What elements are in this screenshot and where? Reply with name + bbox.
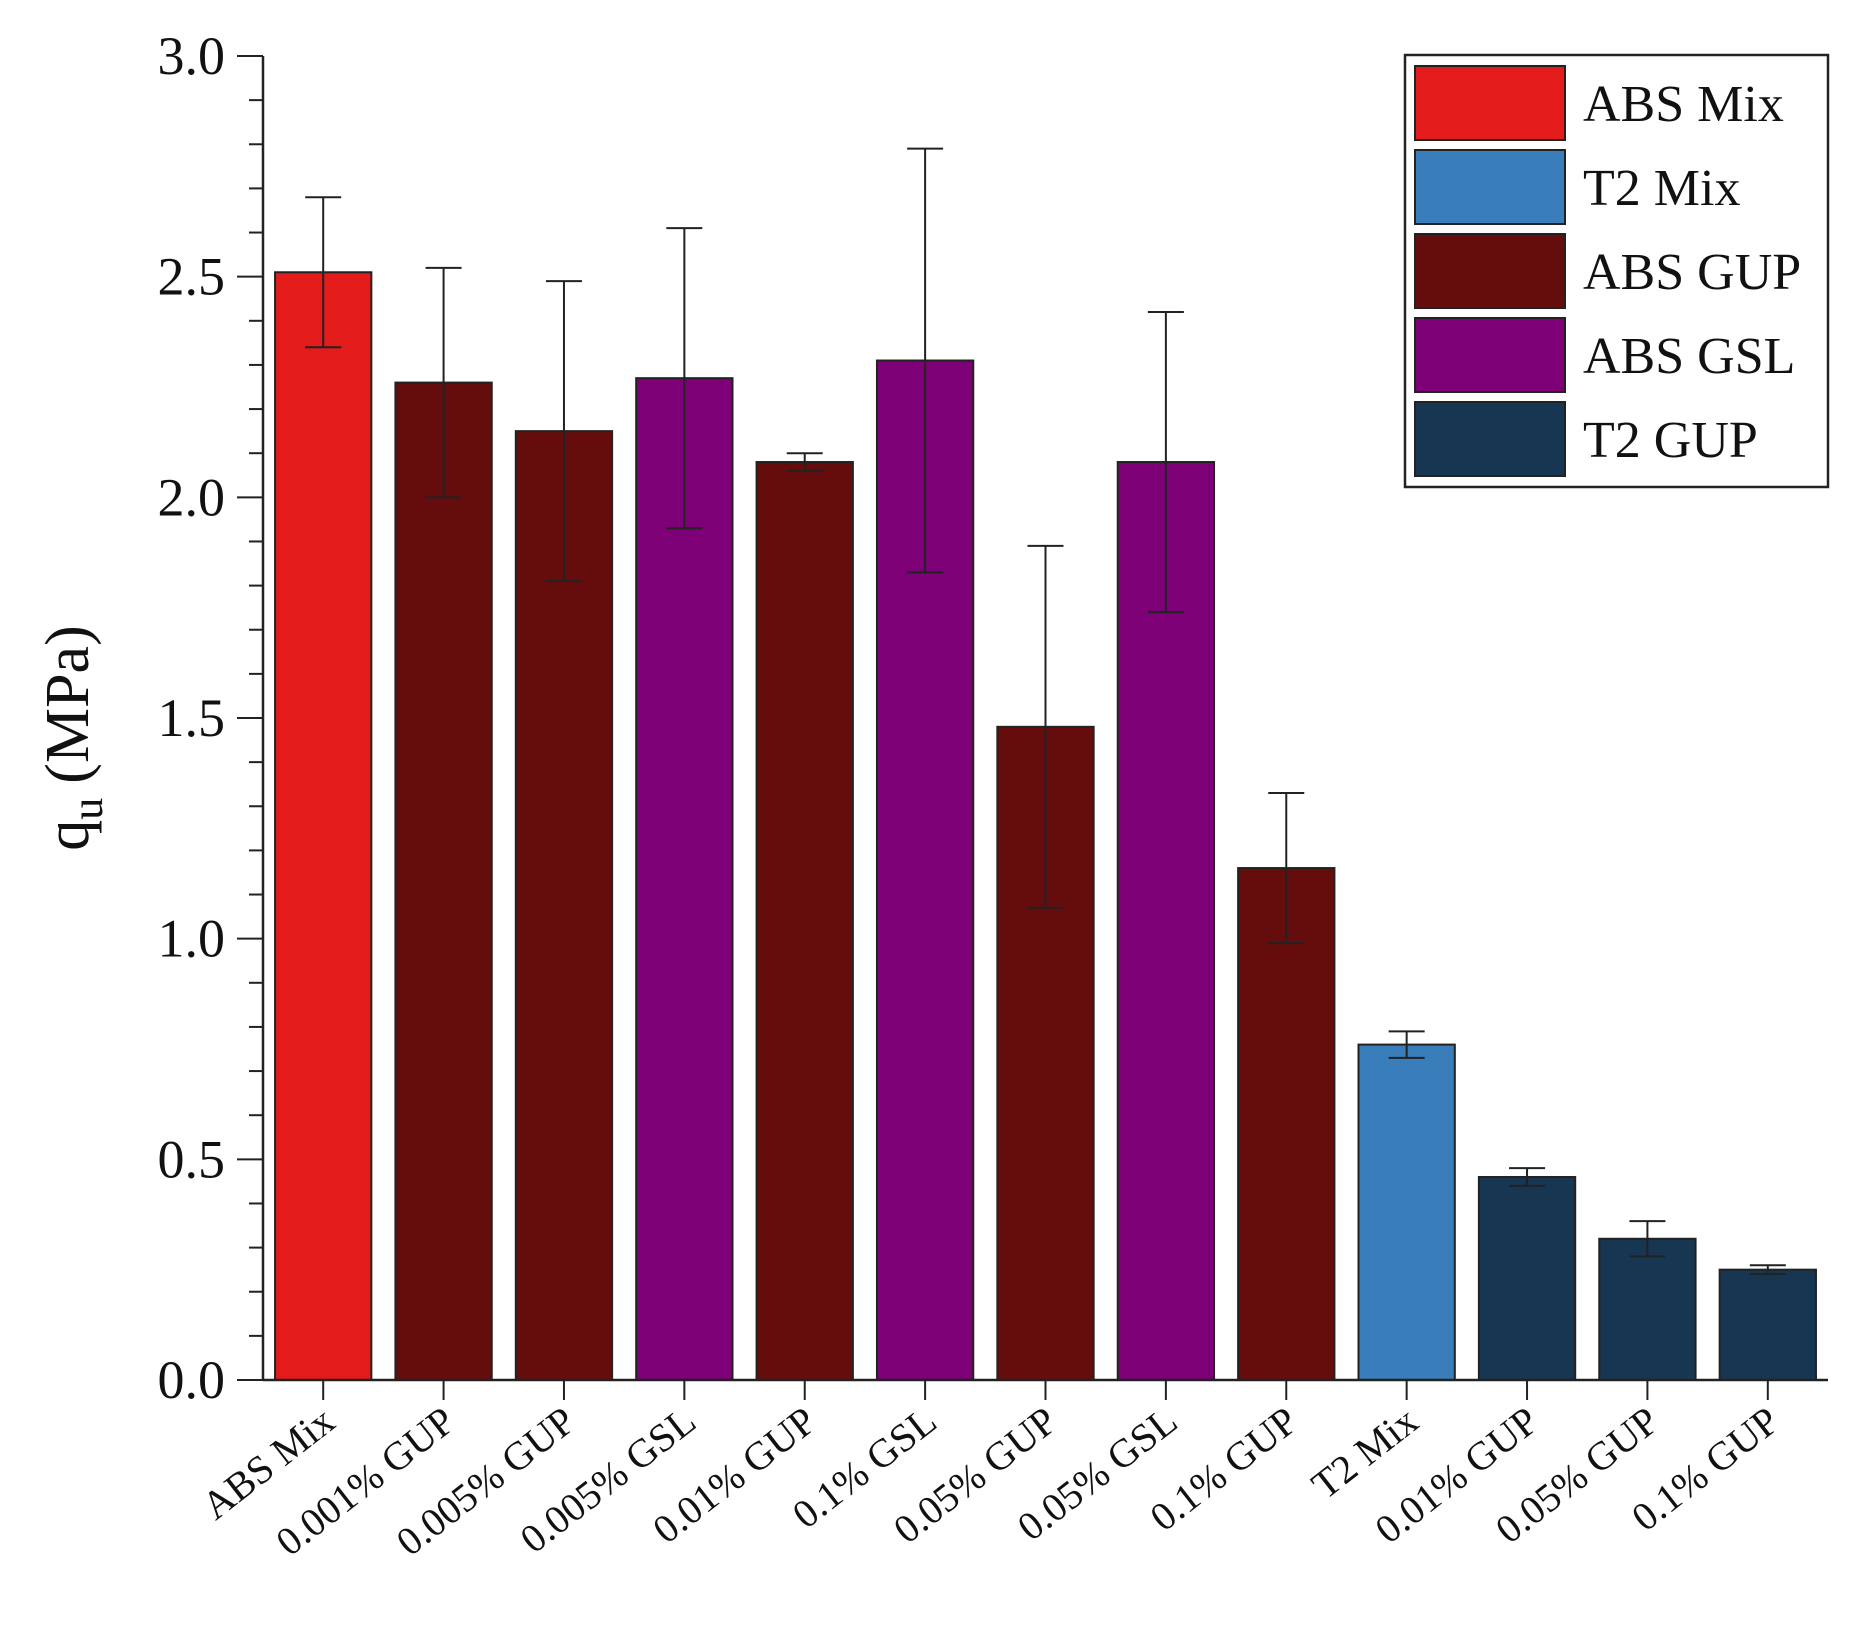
y-tick-label: 3.0 [158, 26, 226, 86]
bar [1237, 867, 1336, 1381]
legend-label: ABS Mix [1583, 76, 1784, 133]
legend-swatch [1414, 233, 1566, 309]
bar [274, 271, 373, 1382]
error-bars-layer [305, 147, 1786, 1276]
legend-label: T2 GUP [1583, 412, 1758, 469]
y-tick-label: 0.5 [158, 1129, 226, 1189]
y-tick-label: 2.0 [158, 467, 226, 527]
bar [1718, 1268, 1817, 1381]
legend: ABS Mix T2 Mix ABS GUP ABS GSL T2 GUP [1403, 53, 1830, 489]
y-tick-label: 2.5 [158, 247, 226, 307]
bar [394, 381, 493, 1381]
bar [635, 377, 734, 1381]
legend-swatch [1414, 401, 1566, 477]
y-ticks-layer: 0.0 0.5 1.0 1.5 2.0 2.5 3.0 [158, 26, 263, 1410]
y-tick-label: 1.0 [158, 909, 226, 969]
bar [755, 461, 854, 1381]
bar [1116, 461, 1216, 1381]
bar [1477, 1175, 1577, 1382]
legend-swatch [1414, 317, 1566, 393]
legend-label: ABS GUP [1583, 244, 1801, 301]
bar [1598, 1237, 1697, 1381]
legend-label: ABS GSL [1583, 328, 1795, 385]
y-tick-label: 1.5 [158, 688, 226, 748]
y-axis-title: qu(MPa) [34, 625, 112, 850]
y-tick-label: 0.0 [158, 1350, 226, 1410]
bar [1357, 1043, 1456, 1381]
legend-swatch [1414, 65, 1566, 141]
legend-swatch [1414, 149, 1566, 225]
legend-label: T2 Mix [1583, 160, 1740, 217]
